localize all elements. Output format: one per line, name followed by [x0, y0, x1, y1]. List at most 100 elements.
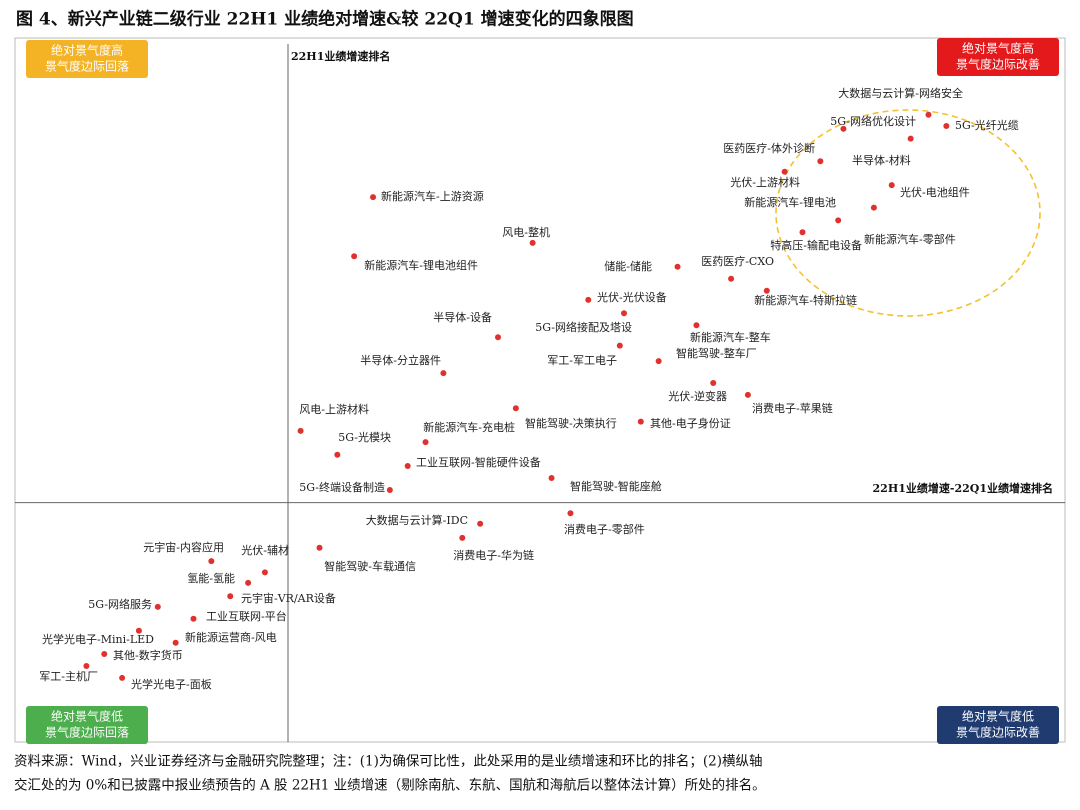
point-label: 新能源汽车-特斯拉链	[754, 293, 857, 307]
point	[477, 520, 484, 527]
point-label: 消费电子-零部件	[564, 522, 645, 536]
point-label: 5G-终端设备制造	[299, 480, 385, 494]
point-label: 大数据与云计算-IDC	[366, 513, 468, 527]
point	[404, 463, 411, 470]
quadrant-label: 绝对景气度低	[962, 709, 1034, 724]
quadrant-label: 景气度边际改善	[956, 57, 1040, 72]
quadrant-badge	[26, 706, 148, 744]
x-axis-label: 22H1业绩增速-22Q1业绩增速排名	[873, 481, 1053, 495]
highlight-circle	[775, 109, 1041, 317]
point-label: 氢能-氢能	[187, 571, 235, 585]
point	[585, 296, 592, 303]
point	[83, 662, 90, 669]
point-label: 新能源汽车-充电桩	[423, 420, 515, 434]
point	[567, 510, 574, 517]
point	[334, 451, 341, 458]
point	[440, 370, 447, 377]
point-label: 智能驾驶-智能座舱	[570, 479, 662, 493]
point-label: 军工-军工电子	[547, 354, 617, 367]
chart-title: 图 4、新兴产业链二级行业 22H1 业绩绝对增速&较 22Q1 增速变化的四象…	[16, 9, 634, 30]
point	[529, 239, 536, 246]
point-label: 新能源汽车-上游资源	[381, 189, 484, 203]
point-label: 大数据与云计算-网络安全	[838, 86, 963, 100]
point	[495, 334, 501, 341]
point	[135, 627, 142, 634]
point-label: 光伏-辅材	[241, 543, 289, 557]
point-label: 光学光电子-面板	[131, 677, 212, 691]
point	[190, 615, 197, 622]
point-label: 军工-主机厂	[39, 669, 98, 683]
point	[208, 558, 215, 565]
source-note: 资料来源：Wind，兴业证券经济与金融研究院整理；注：(1)为确保可比性，此处采…	[14, 754, 763, 770]
point	[370, 194, 377, 201]
point-label: 储能-储能	[604, 259, 652, 273]
point-label: 半导体-设备	[433, 310, 492, 324]
point-label: 消费电子-苹果链	[752, 401, 833, 415]
point	[386, 486, 393, 493]
point	[840, 125, 847, 132]
point-label: 风电-整机	[502, 225, 550, 239]
point	[637, 418, 644, 425]
point-label: 元宇宙-VR/AR设备	[241, 591, 336, 605]
point	[119, 674, 126, 681]
point-label: 新能源汽车-整车	[690, 330, 771, 344]
quadrant-badge	[937, 706, 1059, 744]
point	[870, 204, 877, 211]
point-label: 5G-光纤光缆	[955, 118, 1019, 132]
point-label: 元宇宙-内容应用	[143, 540, 224, 554]
point	[422, 439, 429, 446]
point	[655, 358, 662, 365]
point	[710, 379, 717, 386]
point	[512, 405, 519, 412]
point-label: 光伏-上游材料	[730, 175, 800, 189]
point-label: 5G-网络服务	[88, 597, 152, 611]
point	[316, 544, 323, 551]
point	[245, 579, 252, 586]
plot-frame	[14, 37, 1066, 743]
point-label: 半导体-材料	[852, 153, 911, 167]
point	[172, 639, 179, 646]
point	[227, 593, 234, 600]
point-label: 光伏-逆变器	[668, 389, 727, 403]
quadrant-label: 景气度边际回落	[45, 59, 129, 74]
point	[261, 569, 268, 576]
point-label: 消费电子-华为链	[453, 548, 534, 562]
point	[616, 342, 623, 349]
quadrant-label: 绝对景气度高	[962, 41, 1034, 56]
point	[799, 229, 806, 236]
point	[351, 253, 358, 260]
point-label: 风电-上游材料	[299, 402, 369, 416]
point	[943, 123, 950, 129]
point	[154, 603, 161, 610]
point-label: 特高压-输配电设备	[770, 238, 862, 252]
point	[693, 322, 700, 329]
point-label: 光伏-光伏设备	[597, 290, 667, 304]
point	[835, 217, 842, 224]
source-note: 交汇处的为 0%和已披露中报业绩预告的 A 股 22H1 业绩增速（剔除南航、东…	[14, 777, 766, 794]
point	[621, 310, 627, 317]
point-label: 5G-光模块	[338, 430, 391, 444]
point-label: 医药医疗-体外诊断	[723, 141, 815, 155]
point	[459, 534, 466, 541]
point	[763, 287, 770, 294]
quadrant-label: 绝对景气度低	[51, 709, 123, 724]
point-label: 智能驾驶-车载通信	[324, 559, 416, 573]
point-label: 光学光电子-Mini-LED	[42, 632, 154, 646]
point	[674, 263, 681, 270]
point-label: 新能源汽车-零部件	[864, 232, 956, 246]
point-label: 工业互联网-智能硬件设备	[416, 455, 541, 469]
point-label: 工业互联网-平台	[206, 609, 287, 623]
point-label: 新能源汽车-锂电池	[744, 195, 836, 209]
point-label: 5G-网络优化设计	[830, 114, 916, 128]
point-label: 新能源运营商-风电	[185, 630, 277, 644]
point-label: 其他-数字货币	[113, 648, 183, 662]
quadrant-label: 绝对景气度高	[51, 43, 123, 58]
point-label: 智能驾驶-整车厂	[676, 346, 757, 360]
point	[728, 275, 735, 282]
point	[817, 158, 824, 165]
point	[907, 135, 914, 142]
point	[888, 182, 895, 189]
point	[781, 168, 788, 175]
